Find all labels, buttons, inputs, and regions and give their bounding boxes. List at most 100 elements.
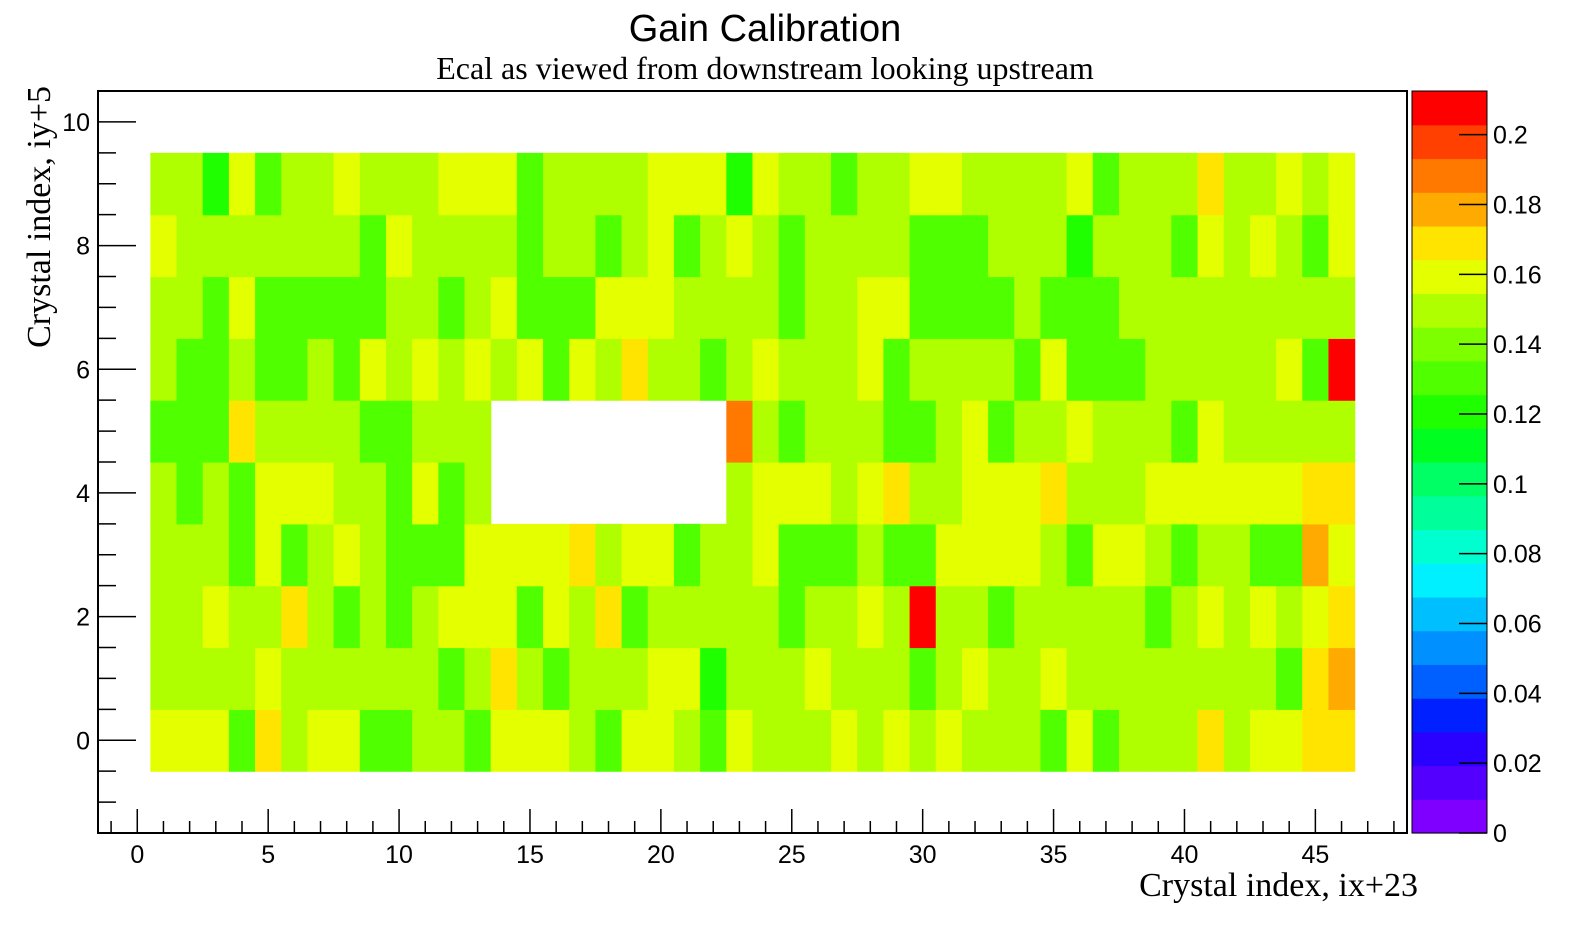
heatmap-cell — [516, 647, 544, 710]
heatmap-cell — [935, 152, 963, 216]
heatmap-cell — [857, 647, 884, 710]
heatmap-cell — [464, 152, 492, 216]
heatmap-cell — [1197, 276, 1225, 339]
heatmap-cell — [1119, 462, 1146, 525]
heatmap-cell — [778, 523, 806, 587]
heatmap-cell — [333, 523, 361, 587]
heatmap-cell — [883, 709, 911, 772]
heatmap-cell — [333, 462, 361, 525]
heatmap-cell — [778, 709, 806, 772]
heatmap-cell — [988, 585, 1015, 649]
heatmap-cell — [1249, 709, 1277, 772]
heatmap-cell — [255, 214, 282, 278]
heatmap-cell — [857, 709, 884, 772]
heatmap-cell — [464, 709, 492, 772]
x-tick-label: 20 — [647, 841, 675, 869]
heatmap-cell — [438, 338, 466, 401]
heatmap-cell — [228, 709, 256, 772]
heatmap-cell — [673, 647, 701, 710]
heatmap-cell — [359, 152, 387, 216]
heatmap-cell — [726, 338, 754, 401]
heatmap-cell — [1328, 585, 1356, 649]
heatmap-cell — [804, 585, 832, 649]
heatmap-cell — [438, 709, 466, 772]
heatmap-cell — [1066, 523, 1094, 587]
y-tick-label: 4 — [76, 480, 90, 508]
heatmap-cell — [595, 709, 623, 772]
heatmap-cell — [543, 523, 570, 587]
heatmap-cell — [778, 338, 806, 401]
heatmap-cell — [1249, 647, 1277, 710]
heatmap-cell — [1223, 214, 1251, 278]
heatmap-cell — [831, 523, 858, 587]
heatmap-cell — [202, 709, 230, 772]
heatmap-cell — [804, 647, 832, 710]
heatmap-cell — [831, 585, 858, 649]
heatmap-cell — [1302, 709, 1330, 772]
heatmap-cell — [778, 462, 806, 525]
heatmap-cell — [831, 338, 858, 401]
y-tick-label: 0 — [76, 727, 90, 755]
heatmap-cell — [569, 276, 597, 339]
heatmap-cell — [778, 276, 806, 339]
heatmap-cell — [281, 338, 309, 401]
heatmap-cell — [988, 214, 1015, 278]
heatmap-cell — [543, 647, 570, 710]
heatmap-cell — [543, 214, 570, 278]
heatmap-cell — [150, 152, 178, 216]
x-tick-label: 40 — [1171, 841, 1199, 869]
heatmap-cell — [647, 523, 675, 587]
heatmap-cell — [909, 585, 937, 649]
heatmap-cell — [385, 276, 413, 339]
heatmap-cell — [464, 647, 492, 710]
heatmap-cell — [385, 523, 413, 587]
heatmap-cell — [595, 647, 623, 710]
heatmap-cell — [883, 523, 911, 587]
heatmap-cell — [1302, 462, 1330, 525]
heatmap-cell — [438, 585, 466, 649]
heatmap-cell — [1040, 523, 1068, 587]
heatmap-cell — [307, 214, 335, 278]
heatmap-cell — [752, 585, 780, 649]
heatmap-cell — [1276, 400, 1303, 463]
heatmap-cell — [935, 585, 963, 649]
heatmap-cell — [1119, 276, 1146, 339]
heatmap-cell — [1197, 523, 1225, 587]
heatmap-cell — [857, 523, 884, 587]
x-axis-label: Crystal index, ix+23 — [1139, 867, 1418, 904]
heatmap-cell — [726, 647, 754, 710]
heatmap-cell — [831, 462, 858, 525]
heatmap-cell — [857, 400, 884, 463]
heatmap-cell — [385, 462, 413, 525]
heatmap-cell — [1223, 400, 1251, 463]
heatmap-cell — [1197, 709, 1225, 772]
heatmap-cell — [359, 400, 387, 463]
heatmap-cell — [438, 152, 466, 216]
heatmap-cell — [804, 709, 832, 772]
heatmap-cell — [726, 523, 754, 587]
heatmap-cell — [359, 338, 387, 401]
z-tick-label: 0.08 — [1493, 541, 1542, 569]
heatmap-cell — [621, 585, 649, 649]
heatmap-cell — [935, 338, 963, 401]
heatmap-cell — [1276, 214, 1303, 278]
heatmap-cell — [412, 523, 439, 587]
heatmap-cell — [255, 647, 282, 710]
heatmap-cell — [359, 523, 387, 587]
heatmap-cell — [1276, 338, 1303, 401]
heatmap-cell — [438, 647, 466, 710]
heatmap-cell — [1328, 338, 1356, 401]
x-tick-label: 25 — [778, 841, 806, 869]
heatmap-cell — [700, 523, 727, 587]
heatmap-cell — [988, 709, 1015, 772]
heatmap-cell — [1197, 152, 1225, 216]
heatmap-cell — [1276, 647, 1303, 710]
heatmap-cell — [883, 585, 911, 649]
heatmap-cell — [1223, 338, 1251, 401]
heatmap-cell — [281, 152, 309, 216]
heatmap-cell — [621, 647, 649, 710]
heatmap-cell — [857, 152, 884, 216]
heatmap-cell — [543, 276, 570, 339]
heatmap-cell — [1066, 647, 1094, 710]
heatmap-cell — [1328, 709, 1356, 772]
